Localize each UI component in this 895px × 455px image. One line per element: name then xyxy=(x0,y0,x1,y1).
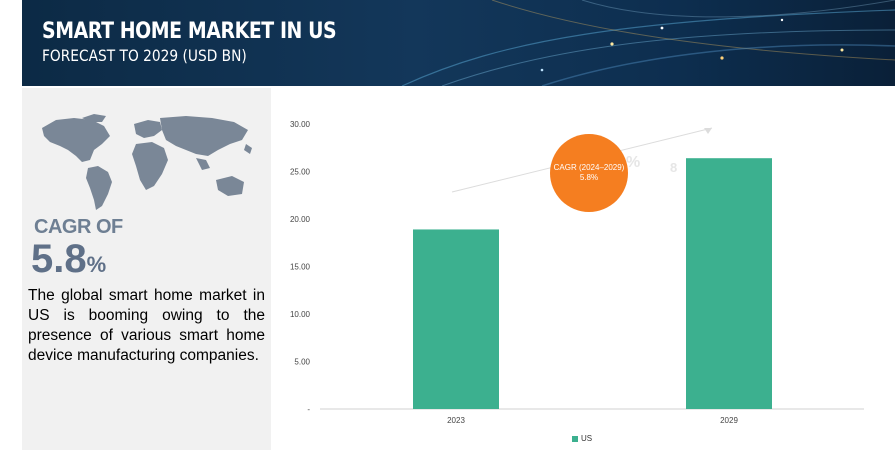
world-map-icon xyxy=(42,114,252,210)
trend-arrow-head xyxy=(704,128,712,134)
cagr-badge: CAGR (2024–2029) 5.8% xyxy=(550,134,628,212)
y-tick-label: 30.00 xyxy=(290,120,311,129)
market-description: The global smart home market in US is bo… xyxy=(28,287,265,364)
bar-2023 xyxy=(413,229,499,409)
header-decoration xyxy=(401,0,895,86)
legend-swatch-us xyxy=(572,435,578,442)
y-tick-label: 15.00 xyxy=(290,263,311,272)
chart-legend: US xyxy=(572,434,592,443)
summary-panel: CAGR OF 5.8% The global smart home marke… xyxy=(22,88,271,450)
x-tick-label: 2029 xyxy=(720,416,738,425)
page-subtitle: FORECAST TO 2029 (USD BN) xyxy=(42,46,247,65)
cagr-value: 5.8% xyxy=(31,237,107,281)
badge-shadow-text-2: 8 xyxy=(670,160,678,175)
bar-chart: 30.00 25.00 20.00 15.00 10.00 5.00 - 2023 2029 xyxy=(290,120,864,425)
y-tick-label: 25.00 xyxy=(290,168,311,177)
cagr-label: CAGR OF xyxy=(34,216,123,238)
x-tick-label: 2023 xyxy=(447,416,465,425)
bar-2029 xyxy=(686,158,772,409)
y-tick-label: 5.00 xyxy=(294,358,310,367)
y-tick-label: 10.00 xyxy=(290,310,311,319)
badge-shadow-text: % xyxy=(626,154,641,171)
y-tick-label: - xyxy=(307,405,310,414)
cagr-badge-label: CAGR (2024–2029) xyxy=(553,163,625,172)
page-title: SMART HOME MARKET IN US xyxy=(42,19,337,44)
legend-label-us: US xyxy=(581,434,593,443)
cagr-badge-value: 5.8% xyxy=(579,173,599,182)
y-tick-label: 20.00 xyxy=(290,215,311,224)
header-banner: SMART HOME MARKET IN US FORECAST TO 2029… xyxy=(22,0,895,86)
chart-panel: 30.00 25.00 20.00 15.00 10.00 5.00- 2023 2029 … xyxy=(274,88,889,450)
